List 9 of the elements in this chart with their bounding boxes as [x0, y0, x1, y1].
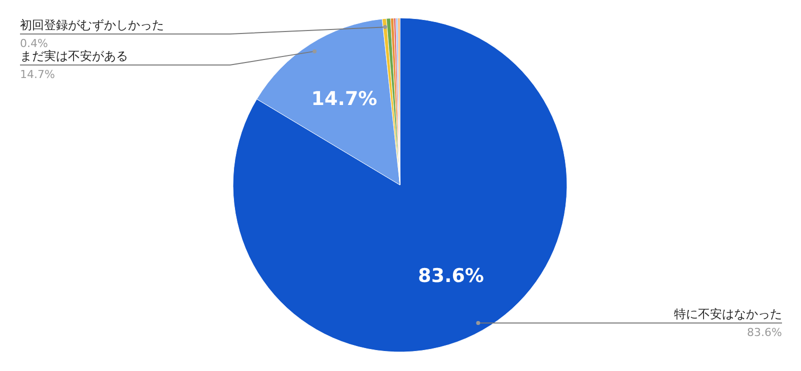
data-label: 14.7%	[311, 88, 378, 110]
text: 14.7%	[20, 68, 55, 81]
text: 0.4%	[20, 37, 48, 50]
slice-label: 特に不安はなかった	[674, 307, 782, 322]
pie-slice	[232, 18, 568, 352]
text: 83.6%	[747, 326, 782, 340]
data-label: 83.6%	[418, 265, 484, 288]
slice-label: 初回登録がむずかしかった	[20, 18, 164, 32]
slice-label: まだ実は不安がある	[20, 49, 128, 63]
